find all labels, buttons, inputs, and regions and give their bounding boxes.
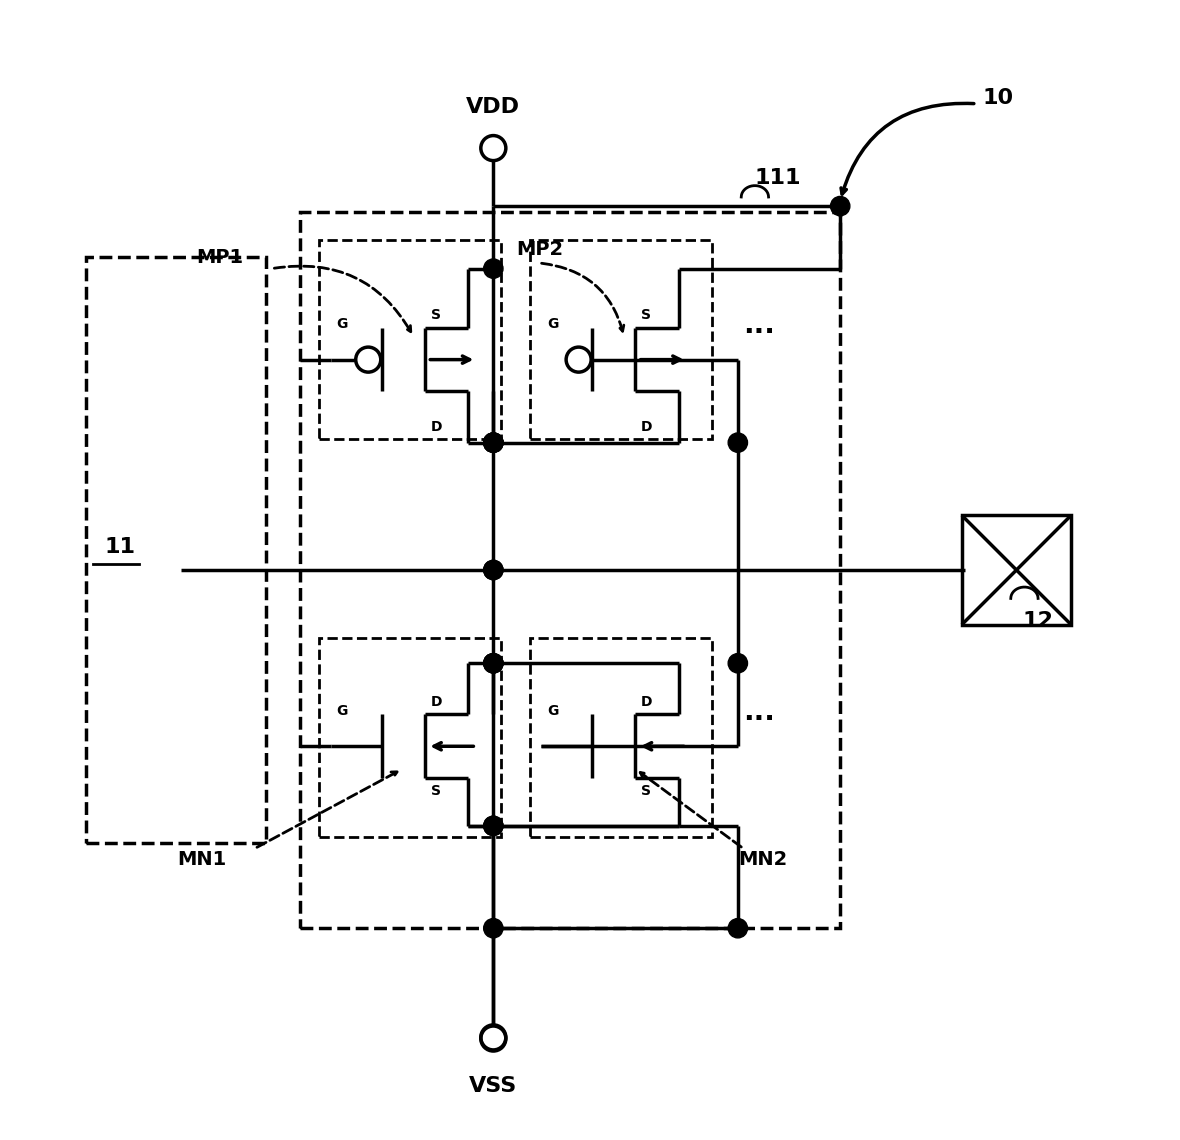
Text: G: G [336, 703, 348, 718]
Text: MN2: MN2 [738, 850, 787, 870]
Circle shape [480, 1025, 506, 1050]
Text: 111: 111 [755, 168, 801, 188]
Circle shape [484, 561, 503, 579]
Circle shape [484, 433, 503, 453]
Circle shape [484, 259, 503, 278]
Circle shape [484, 433, 503, 453]
Text: S: S [431, 784, 441, 798]
Circle shape [728, 919, 747, 938]
Text: G: G [546, 703, 558, 718]
Text: 10: 10 [982, 88, 1014, 108]
Bar [86, 258, 266, 842]
Text: ...: ... [743, 311, 775, 340]
Circle shape [480, 136, 506, 161]
Text: VSS: VSS [470, 1076, 518, 1096]
Circle shape [484, 653, 503, 673]
Bar [320, 241, 502, 439]
Circle shape [484, 816, 503, 836]
Bar [530, 241, 712, 439]
Text: 12: 12 [1022, 611, 1053, 632]
Text: S: S [641, 308, 651, 323]
Circle shape [484, 816, 503, 836]
Text: D: D [641, 420, 653, 434]
Text: VDD: VDD [466, 97, 520, 117]
Bar [530, 638, 712, 837]
Circle shape [728, 653, 747, 673]
Text: D: D [431, 694, 442, 709]
Text: S: S [641, 784, 651, 798]
Text: G: G [336, 317, 348, 332]
Circle shape [566, 347, 591, 372]
Text: MN1: MN1 [177, 850, 227, 870]
Bar [320, 638, 502, 837]
Text: G: G [546, 317, 558, 332]
Text: 11: 11 [105, 537, 136, 557]
Circle shape [484, 919, 503, 938]
Text: D: D [431, 420, 442, 434]
Bar [962, 515, 1071, 625]
Circle shape [355, 347, 381, 372]
Text: MP1: MP1 [196, 247, 243, 267]
Text: ...: ... [743, 698, 775, 726]
Circle shape [484, 653, 503, 673]
Bar [300, 212, 840, 928]
Circle shape [831, 196, 850, 215]
Circle shape [484, 433, 503, 453]
Text: S: S [431, 308, 441, 323]
Circle shape [484, 433, 503, 453]
Circle shape [728, 433, 747, 453]
Text: MP2: MP2 [516, 239, 563, 259]
Circle shape [480, 1026, 506, 1051]
Circle shape [484, 653, 503, 673]
Text: D: D [641, 694, 653, 709]
Circle shape [484, 561, 503, 579]
